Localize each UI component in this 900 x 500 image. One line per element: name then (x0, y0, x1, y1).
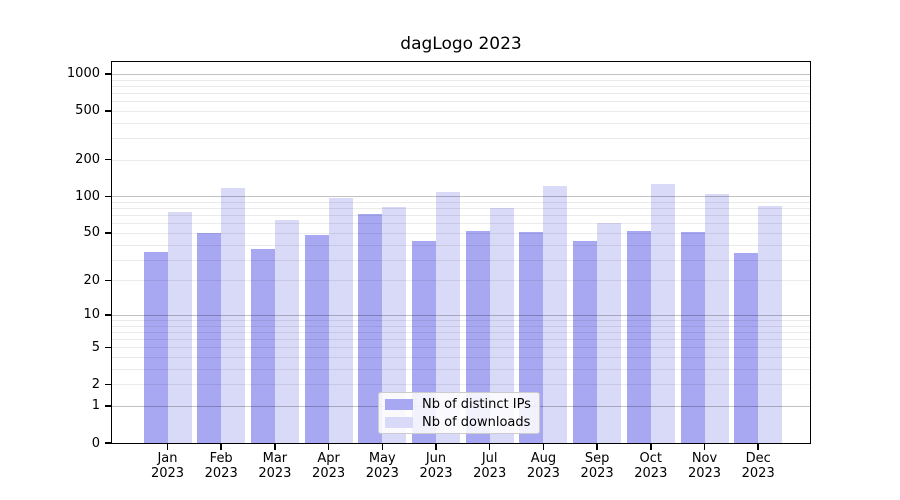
y-tick-mark-100 (105, 195, 112, 198)
x-tick-label-sep: Sep 2023 (580, 451, 614, 481)
bar-apr-distinct-ips (304, 235, 329, 443)
x-tick-mark-nov (703, 443, 706, 450)
y-tick-mark-50 (105, 232, 112, 234)
x-tick-mark-jun (435, 443, 437, 450)
x-tick-label-mar: Mar 2023 (258, 451, 292, 481)
x-tick-label-nov: Nov 2023 (687, 451, 722, 481)
chart-title: dagLogo 2023 (400, 34, 522, 54)
x-tick-mark-aug (542, 443, 545, 450)
y-tick-mark-500 (105, 110, 112, 112)
y-tick-label-1: 1 (91, 398, 100, 414)
y-tick-mark-200 (105, 158, 112, 161)
bars-layer (112, 62, 810, 443)
y-tick-label-5: 5 (91, 339, 100, 355)
x-tick-label-jun: Jun 2023 (419, 451, 453, 481)
y-tick-label-200: 200 (75, 152, 100, 168)
bar-sep-distinct-ips (573, 240, 598, 443)
y-tick-label-1000: 1000 (66, 66, 100, 82)
y-tick-label-100: 100 (75, 188, 100, 204)
bar-feb-downloads (221, 188, 246, 443)
y-tick-mark-0 (105, 442, 112, 444)
bar-dec-downloads (758, 205, 783, 443)
x-tick-mark-jan (166, 443, 169, 450)
bar-oct-downloads (650, 183, 675, 443)
y-tick-label-50: 50 (83, 225, 100, 241)
bar-mar-downloads (274, 220, 299, 443)
y-tick-mark-10 (105, 314, 112, 316)
legend-swatch-distinct-ips (385, 398, 413, 410)
x-tick-label-jul: Jul 2023 (473, 451, 507, 481)
legend-label-distinct-ips: Nb of distinct IPs (422, 396, 531, 412)
x-tick-mark-mar (274, 443, 276, 450)
y-tick-mark-20 (105, 279, 112, 282)
x-tick-label-apr: Apr 2023 (312, 451, 346, 481)
x-tick-label-dec: Dec 2023 (741, 451, 775, 481)
plot-area: Nb of distinct IPs Nb of downloads (111, 61, 811, 444)
y-tick-label-0: 0 (91, 435, 100, 451)
bar-mar-distinct-ips (250, 248, 275, 443)
bar-jan-distinct-ips (143, 251, 168, 443)
legend: Nb of distinct IPs Nb of downloads (378, 392, 540, 434)
bar-apr-downloads (328, 198, 353, 443)
x-tick-mark-feb (220, 443, 222, 450)
bar-sep-downloads (597, 223, 622, 443)
bar-oct-distinct-ips (626, 230, 651, 443)
x-tick-label-may: May 2023 (365, 451, 399, 481)
y-tick-label-2: 2 (91, 376, 100, 392)
x-tick-label-aug: Aug 2023 (526, 451, 560, 481)
x-tick-label-oct: Oct 2023 (634, 451, 668, 481)
bar-jan-downloads (167, 211, 192, 443)
x-tick-mark-apr (327, 443, 330, 450)
bar-feb-distinct-ips (197, 232, 222, 443)
bar-dec-distinct-ips (734, 253, 759, 443)
x-tick-mark-may (381, 443, 384, 450)
x-tick-mark-jul (488, 443, 491, 450)
y-tick-mark-2 (105, 383, 112, 386)
y-tick-label-20: 20 (83, 272, 100, 288)
x-tick-mark-oct (650, 443, 652, 450)
y-tick-mark-5 (105, 346, 112, 349)
x-tick-label-feb: Feb 2023 (204, 451, 238, 481)
y-tick-label-10: 10 (83, 307, 100, 323)
legend-item-distinct-ips: Nb of distinct IPs (385, 397, 533, 412)
x-tick-label-jan: Jan 2023 (150, 451, 185, 481)
y-tick-label-500: 500 (75, 103, 100, 119)
x-tick-mark-dec (757, 443, 759, 450)
bar-nov-downloads (704, 193, 729, 443)
x-tick-mark-sep (596, 443, 598, 450)
legend-label-downloads: Nb of downloads (422, 414, 531, 430)
bar-aug-downloads (543, 185, 568, 443)
y-tick-mark-1 (105, 405, 112, 407)
bar-nov-distinct-ips (680, 231, 705, 443)
legend-swatch-downloads (385, 416, 413, 428)
legend-item-downloads: Nb of downloads (385, 415, 533, 430)
y-tick-mark-1000 (105, 73, 112, 75)
